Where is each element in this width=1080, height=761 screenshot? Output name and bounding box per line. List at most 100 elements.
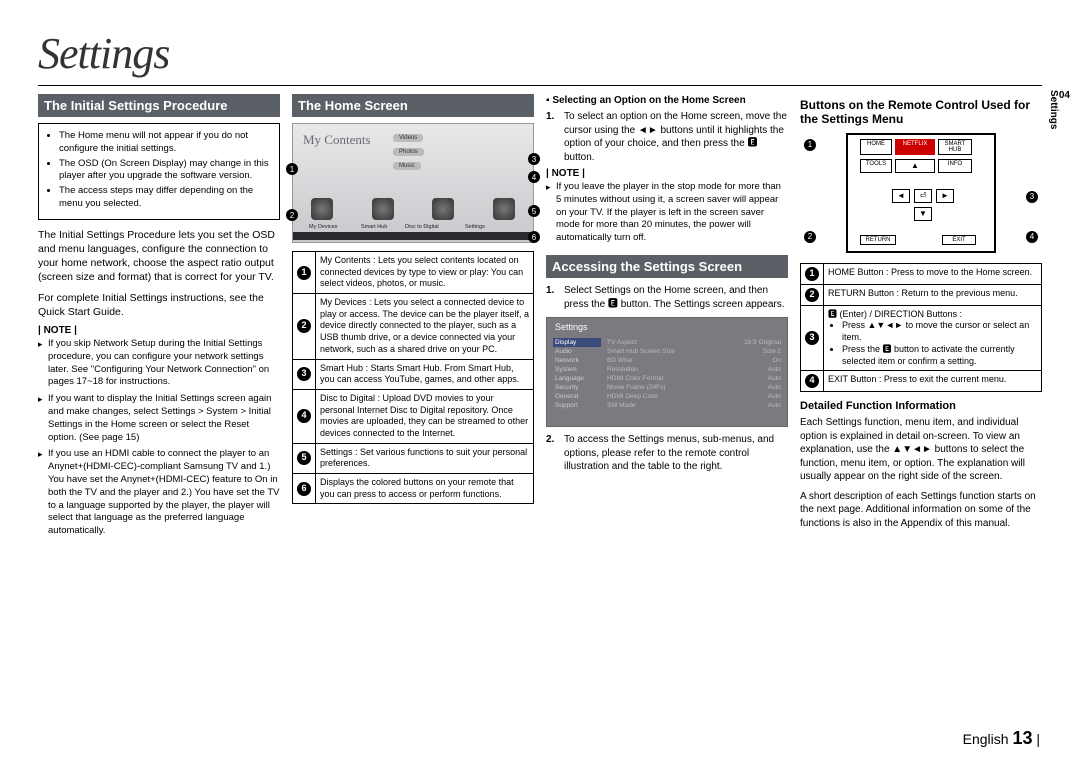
icon-mydevices [311, 198, 333, 220]
nav-item: General [553, 392, 601, 401]
remote-figure: HOME NETFLIX SMART HUB TOOLS ▲ INFO ◄ ⏎ … [846, 133, 996, 253]
heading-remote-buttons: Buttons on the Remote Control Used for t… [800, 98, 1042, 127]
step-text: To access the Settings menus, sub-menus,… [564, 433, 788, 474]
side-tab: 04 Settings [1048, 90, 1070, 129]
heading-home-screen: The Home Screen [292, 94, 534, 117]
remote-figure-wrap: HOME NETFLIX SMART HUB TOOLS ▲ INFO ◄ ⏎ … [800, 133, 1042, 253]
box-item: The OSD (On Screen Display) may change i… [59, 158, 271, 184]
btn-exit: EXIT [942, 235, 976, 245]
callout-6: 6 [528, 231, 540, 243]
step-num: 1. [546, 110, 564, 164]
def-text: RETURN Button : Return to the previous m… [824, 284, 1042, 305]
footer-page: 13 [1012, 728, 1032, 748]
nav-item: Security [553, 383, 601, 392]
dfi-paragraph: A short description of each Settings fun… [800, 490, 1042, 531]
rule [38, 85, 1042, 86]
def-text: My Contents : Lets you select contents l… [316, 252, 534, 294]
def-text: Smart Hub : Starts Smart Hub. From Smart… [316, 359, 534, 389]
note-label: | NOTE | [546, 168, 788, 179]
icon-settings [493, 198, 515, 220]
dfi-paragraph: Each Settings function, menu item, and i… [800, 416, 1042, 484]
remote-definitions-table: 1HOME Button : Press to move to the Home… [800, 263, 1042, 392]
settings-nav: Display Audio Network System Language Se… [553, 338, 601, 410]
settings-screen-figure: Settings Display Audio Network System La… [546, 317, 788, 427]
select-steps: 1.To select an option on the Home screen… [546, 110, 788, 164]
btn-right: ► [936, 189, 954, 203]
col-1: The Initial Settings Procedure The Home … [38, 94, 280, 542]
def-num: 6 [297, 482, 311, 496]
col-2: The Home Screen My Contents Videos Photo… [292, 94, 534, 542]
def-num: 1 [297, 266, 311, 280]
manual-page: Settings The Initial Settings Procedure … [0, 0, 1080, 542]
btn-tools: TOOLS [860, 159, 892, 173]
def-text: 🅴 (Enter) / DIRECTION Buttons : Press ▲▼… [824, 305, 1042, 370]
btn-down: ▼ [914, 207, 932, 221]
btn-enter: ⏎ [914, 189, 932, 203]
nav-item: Language [553, 374, 601, 383]
pill-music: Music [393, 162, 421, 170]
btn-home: HOME [860, 139, 892, 155]
heading-accessing-settings: Accessing the Settings Screen [546, 255, 788, 278]
settings-options: TV Aspect16:9 Original Smart Hub Screen … [607, 338, 781, 410]
btn-info: INFO [938, 159, 972, 173]
btn-left: ◄ [892, 189, 910, 203]
nav-item: System [553, 365, 601, 374]
note-item: If you use an HDMI cable to connect the … [38, 448, 280, 538]
page-footer: English 13 | [963, 728, 1040, 749]
nav-item: Network [553, 356, 601, 365]
callout-r2: 2 [804, 231, 816, 243]
note-item: If you leave the player in the stop mode… [546, 181, 788, 245]
step-num: 1. [546, 284, 564, 311]
def-text: Disc to Digital : Upload DVD movies to y… [316, 389, 534, 443]
col-4: Buttons on the Remote Control Used for t… [800, 94, 1042, 542]
note-item: If you skip Network Setup during the Ini… [38, 338, 280, 389]
def-text: Settings : Set various functions to suit… [316, 443, 534, 473]
access-steps-2: 2.To access the Settings menus, sub-menu… [546, 433, 788, 474]
def-num: 2 [805, 288, 819, 302]
icon-label: Settings [465, 224, 485, 230]
icon-label: Smart Hub [361, 224, 387, 230]
box-item: The access steps may differ depending on… [59, 185, 271, 211]
callout-2: 2 [286, 209, 298, 221]
def-num: 5 [297, 451, 311, 465]
nav-item: Display [553, 338, 601, 347]
note-list: If you skip Network Setup during the Ini… [38, 338, 280, 538]
step-text: Select Settings on the Home screen, and … [564, 284, 788, 311]
def-text: EXIT Button : Press to exit the current … [824, 371, 1042, 392]
heading-initial-settings: The Initial Settings Procedure [38, 94, 280, 117]
col-3: ▪ Selecting an Option on the Home Screen… [546, 94, 788, 542]
nav-item: Support [553, 401, 601, 410]
access-steps: 1.Select Settings on the Home screen, an… [546, 284, 788, 311]
btn-up: ▲ [895, 159, 935, 173]
columns: The Initial Settings Procedure The Home … [38, 94, 1042, 542]
paragraph: The Initial Settings Procedure lets you … [38, 228, 280, 285]
chapter-label: Settings [1048, 90, 1059, 129]
icon-disctodigital [432, 198, 454, 220]
icon-row [311, 198, 515, 220]
callout-r4: 4 [1026, 231, 1038, 243]
callout-1: 1 [286, 163, 298, 175]
note-item: If you want to display the Initial Setti… [38, 393, 280, 444]
callout-5: 5 [528, 205, 540, 217]
heading-dfi: Detailed Function Information [800, 400, 1042, 412]
icon-label: Disc to Digital [405, 224, 439, 230]
page-title: Settings [38, 28, 1042, 79]
btn-return: RETURN [860, 235, 896, 245]
figure-title: My Contents [303, 132, 371, 148]
def-num: 4 [805, 374, 819, 388]
note-label: | NOTE | [38, 325, 280, 336]
def-num: 4 [297, 409, 311, 423]
callout-4: 4 [528, 171, 540, 183]
chapter-number: 04 [1059, 90, 1070, 101]
home-screen-figure: My Contents Videos Photos Music My Devic… [292, 123, 534, 243]
pill-photos: Photos [393, 148, 424, 156]
icon-smarthub [372, 198, 394, 220]
paragraph: For complete Initial Settings instructio… [38, 291, 280, 319]
step-num: 2. [546, 433, 564, 474]
callout-r1: 1 [804, 139, 816, 151]
direction-pad: ◄ ⏎ ► ▼ [892, 179, 954, 225]
nav-item: Audio [553, 347, 601, 356]
pill-videos: Videos [393, 134, 423, 142]
footer-lang: English [963, 731, 1009, 747]
btn-netflix: NETFLIX [895, 139, 935, 155]
